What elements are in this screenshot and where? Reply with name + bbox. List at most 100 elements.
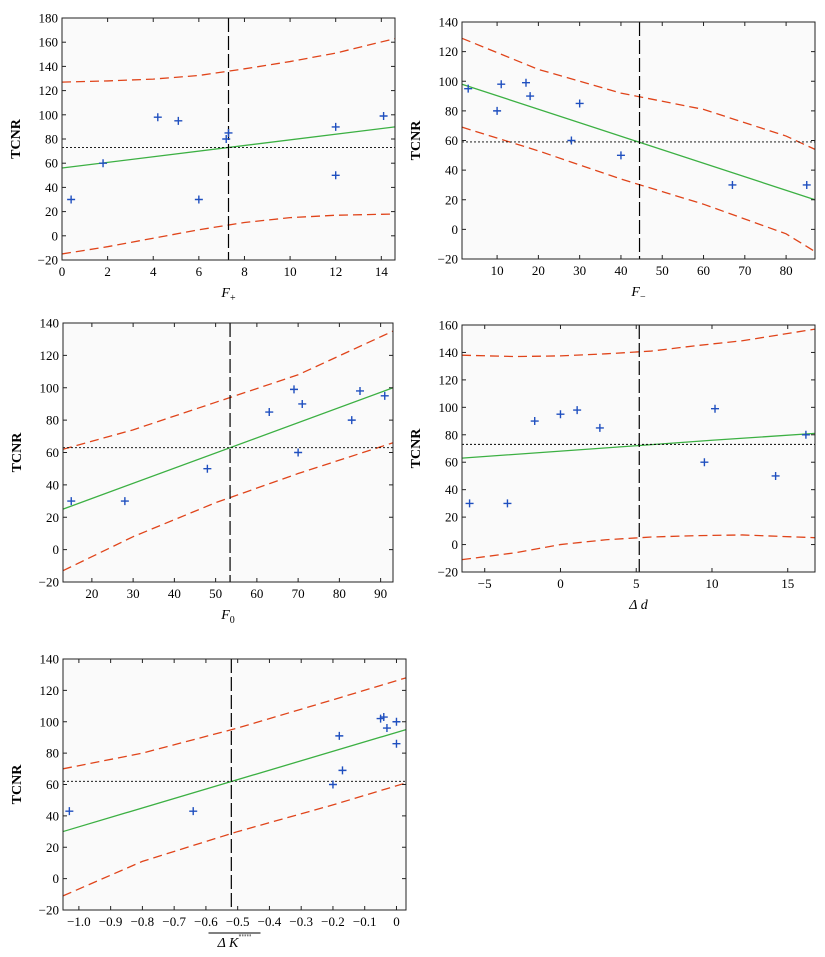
y-axis-label: TCNR <box>10 764 25 805</box>
data-point-3 <box>335 731 344 740</box>
data-point-6 <box>298 399 307 408</box>
x-tick-label: −0.9 <box>99 914 123 929</box>
data-point-0 <box>65 807 74 816</box>
x-tick-label: 6 <box>196 264 203 279</box>
y-tick-label: 20 <box>445 192 458 207</box>
y-tick-label: 0 <box>53 871 60 886</box>
x-axis-label-subscript: 0 <box>230 615 235 626</box>
x-tick-label: 20 <box>85 586 98 601</box>
x-axis-label-main: F <box>630 285 640 300</box>
y-tick-label: 100 <box>40 714 60 729</box>
x-tick-label: 30 <box>573 263 586 278</box>
x-tick-label: 70 <box>292 586 305 601</box>
y-tick-label: −20 <box>39 575 59 590</box>
data-point-0 <box>67 497 76 506</box>
x-tick-label: −0.8 <box>131 914 155 929</box>
x-tick-label: 14 <box>375 264 389 279</box>
y-tick-label: 100 <box>40 380 60 395</box>
data-point-4 <box>526 92 535 101</box>
upper-confidence-bound <box>461 37 816 150</box>
lower-confidence-bound <box>461 126 816 253</box>
plot-frame <box>461 324 816 573</box>
x-tick-label: 80 <box>333 586 346 601</box>
x-tick-label: −0.7 <box>162 914 186 929</box>
x-axis-label: F+ <box>220 286 236 304</box>
x-axis-label-main: F <box>220 286 230 301</box>
y-tick-label: 40 <box>445 482 458 497</box>
chart-panel-f-minus: −20 0 20 40 60 80 100 120 140 10 20 30 40 50 60 70 80 TCN… <box>409 15 816 303</box>
lower-confidence-bound <box>461 534 816 561</box>
y-tick-label: 20 <box>46 840 59 855</box>
x-axis-label-main: Δ K <box>217 936 239 951</box>
x-tick-label: 0 <box>557 576 564 591</box>
x-axis-label-main: Δ d <box>628 598 648 613</box>
y-tick-label: 80 <box>445 103 458 118</box>
data-point-3 <box>556 410 565 419</box>
y-tick-label: 0 <box>52 228 59 243</box>
data-point-7 <box>331 122 340 131</box>
y-tick-label: 0 <box>452 537 459 552</box>
y-tick-label: 40 <box>46 808 59 823</box>
data-point-2 <box>497 80 506 89</box>
x-tick-label: 80 <box>780 263 793 278</box>
x-tick-label: 50 <box>656 263 669 278</box>
x-tick-label: −0.3 <box>289 914 313 929</box>
data-point-6 <box>575 99 584 108</box>
y-tick-label: 140 <box>439 15 459 30</box>
data-point-7 <box>382 724 391 733</box>
x-tick-label: 4 <box>150 264 157 279</box>
data-point-2 <box>153 113 162 122</box>
x-tick-label: 8 <box>241 264 248 279</box>
data-point-4 <box>338 766 347 775</box>
y-tick-label: 60 <box>445 455 458 470</box>
data-point-3 <box>521 78 530 87</box>
x-axis-label-superscript: """" <box>238 933 251 942</box>
data-point-2 <box>530 417 539 426</box>
x-tick-label: 40 <box>614 263 627 278</box>
data-point-8 <box>771 471 780 480</box>
x-axis-label: F0 <box>220 608 235 626</box>
data-point-1 <box>189 807 198 816</box>
plot-area <box>63 323 393 582</box>
plot-area <box>462 22 815 259</box>
y-tick-label: 40 <box>445 163 458 178</box>
x-tick-label: 10 <box>705 576 718 591</box>
data-point-9 <box>379 112 388 121</box>
x-axis-label-subscript: − <box>640 292 646 303</box>
y-tick-label: 20 <box>46 510 59 525</box>
y-tick-label: 120 <box>39 83 59 98</box>
data-point-4 <box>194 195 203 204</box>
y-tick-label: 120 <box>439 372 459 387</box>
x-tick-label: 70 <box>738 263 751 278</box>
y-tick-label: 60 <box>46 445 59 460</box>
x-axis-label-subscript: + <box>230 293 236 304</box>
plot-area <box>63 659 406 910</box>
data-point-1 <box>120 497 129 506</box>
data-point-7 <box>347 416 356 425</box>
y-tick-label: −20 <box>438 565 458 580</box>
data-point-8 <box>331 171 340 180</box>
data-point-9 <box>380 391 389 400</box>
data-point-5 <box>567 136 576 145</box>
x-tick-label: −0.5 <box>226 914 250 929</box>
data-point-2 <box>328 780 337 789</box>
x-tick-label: 20 <box>532 263 545 278</box>
y-tick-label: 80 <box>46 413 59 428</box>
chart-panel-delta-k: −20 0 20 40 60 80 100 120 140 −1.0 −0.9 −0.8 −0.7 −0.… <box>10 652 407 951</box>
y-tick-label: 140 <box>439 345 459 360</box>
x-tick-label: 5 <box>633 576 640 591</box>
y-tick-label: 140 <box>39 59 59 74</box>
data-point-8 <box>356 386 364 395</box>
fit-line <box>62 387 394 510</box>
data-point-8 <box>392 717 401 726</box>
y-tick-label: 60 <box>45 156 58 171</box>
x-tick-label: −5 <box>478 576 492 591</box>
x-tick-label: 30 <box>127 586 140 601</box>
data-point-6 <box>379 713 388 722</box>
x-tick-label: 2 <box>104 264 111 279</box>
data-point-8 <box>728 180 737 189</box>
data-point-9 <box>801 430 810 439</box>
data-point-6 <box>224 128 233 137</box>
x-tick-label: −0.6 <box>194 914 218 929</box>
data-point-0 <box>67 195 76 204</box>
